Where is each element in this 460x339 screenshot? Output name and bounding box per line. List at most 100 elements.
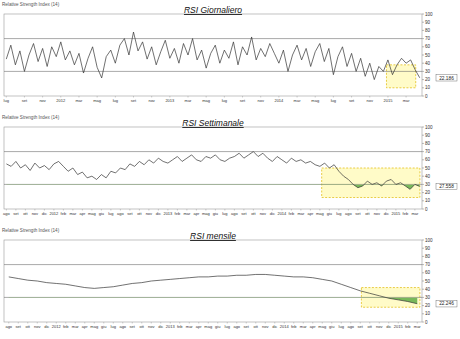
y-tick-label: 40	[425, 174, 431, 179]
x-tick-label: giu	[215, 324, 220, 329]
x-tick-label: mar	[185, 98, 193, 103]
subtitle: Relative Strength Index (14)	[2, 115, 60, 120]
x-tick-label: apr	[193, 211, 199, 216]
level-line	[4, 71, 422, 72]
x-tick-label: set	[127, 211, 133, 216]
x-tick-label: feb	[403, 211, 409, 216]
rsi-line	[9, 274, 418, 303]
y-tick-label: 50	[425, 53, 431, 58]
x-tick-label: feb	[405, 324, 411, 329]
x-tick-label: lug	[222, 98, 227, 103]
x-tick-label: nov	[148, 324, 154, 329]
y-tick-label: 40	[425, 287, 431, 292]
y-tick	[422, 46, 424, 47]
y-tick	[422, 127, 424, 128]
x-tick-label: ott	[23, 211, 28, 216]
y-tick	[422, 240, 424, 241]
y-tick-label: 10	[425, 85, 431, 90]
x-tick-label: mar	[76, 98, 84, 103]
y-tick-label: 90	[425, 246, 431, 251]
x-tick-label: 2014	[274, 98, 284, 103]
y-tick	[422, 87, 424, 88]
y-tick	[422, 168, 424, 169]
x-tick-label: apr	[310, 324, 316, 329]
plot-frame	[4, 127, 422, 209]
x-tick-label: ott	[140, 324, 145, 329]
x-tick-label: dic	[44, 324, 49, 329]
x-tick-label: apr	[82, 324, 88, 329]
y-tick	[422, 305, 424, 306]
x-tick-label: nov	[257, 98, 263, 103]
x-tick-label: set	[22, 98, 28, 103]
x-tick-label: apr	[307, 211, 313, 216]
x-tick-label: lug	[108, 211, 113, 216]
x-tick-label: dic	[270, 211, 275, 216]
last-value-box	[436, 183, 457, 189]
x-tick-label: nov	[39, 98, 45, 103]
oversold-area	[9, 297, 418, 303]
x-tick-label: feb	[63, 324, 69, 329]
x-tick-label: set	[131, 98, 137, 103]
x-tick-label: nov	[374, 211, 380, 216]
x-tick-label: lug	[111, 324, 116, 329]
y-tick-label: 90	[425, 20, 431, 25]
y-tick-label: 70	[425, 149, 431, 154]
y-tick-label: 20	[425, 190, 431, 195]
last-value-box	[436, 75, 457, 81]
x-tick-label: ott	[137, 211, 142, 216]
rsi-panel: Relative Strength Index (14)010203040506…	[2, 2, 457, 103]
x-tick-label: 2012	[56, 98, 66, 103]
x-tick-label: ott	[368, 324, 373, 329]
x-tick-label: 2014	[277, 211, 287, 216]
x-tick-label: mag	[90, 324, 98, 329]
y-tick	[422, 272, 424, 273]
x-tick-label: mag	[93, 98, 101, 103]
subtitle: Relative Strength Index (14)	[2, 2, 60, 7]
x-tick-label: nov	[260, 211, 266, 216]
y-tick	[422, 209, 424, 210]
x-tick-label: dic	[158, 324, 163, 329]
x-tick-label: mar	[69, 211, 77, 216]
rsi-line	[6, 32, 419, 80]
y-tick-label: 10	[425, 311, 431, 316]
x-tick-label: apr	[196, 324, 202, 329]
x-tick-label: mar	[294, 98, 302, 103]
x-tick-label: 2015	[383, 98, 393, 103]
data-group	[9, 274, 418, 303]
x-tick-label: nov	[376, 324, 382, 329]
x-tick-label: feb	[175, 211, 181, 216]
rsi-line	[6, 152, 419, 190]
x-tick-label: mag	[88, 211, 96, 216]
y-tick-label: 50	[425, 279, 431, 284]
x-tick-label: ago	[347, 324, 354, 329]
rsi-panel: Relative Strength Index (14)010203040506…	[2, 228, 457, 329]
x-tick-label: mag	[202, 98, 210, 103]
x-tick-label: ott	[254, 324, 259, 329]
x-tick-label: lug	[339, 324, 344, 329]
x-tick-label: feb	[289, 211, 295, 216]
y-tick	[422, 79, 424, 80]
x-tick-label: 2013	[166, 324, 176, 329]
title: RSI mensile	[190, 231, 236, 241]
x-tick-label: 2015	[394, 324, 404, 329]
y-tick-label: 80	[425, 141, 431, 146]
title: RSI Settimanale	[182, 118, 244, 128]
y-tick-label: 40	[425, 61, 431, 66]
y-tick	[422, 264, 424, 265]
x-tick-label: 2015	[391, 211, 401, 216]
x-tick-label: mag	[311, 98, 319, 103]
x-tick-label: nov	[32, 211, 38, 216]
x-tick-label: ago	[3, 211, 10, 216]
x-tick-label: set	[355, 211, 361, 216]
highlight-box	[322, 168, 420, 198]
x-tick-label: lug	[113, 98, 118, 103]
plot-frame	[4, 14, 422, 96]
y-tick-label: 50	[425, 166, 431, 171]
x-tick-label: 2013	[165, 98, 175, 103]
x-tick-label: dic	[156, 211, 161, 216]
y-tick	[422, 184, 424, 185]
y-tick	[422, 200, 424, 201]
x-tick-label: set	[16, 324, 22, 329]
x-tick-label: mar	[414, 324, 422, 329]
y-tick	[422, 248, 424, 249]
